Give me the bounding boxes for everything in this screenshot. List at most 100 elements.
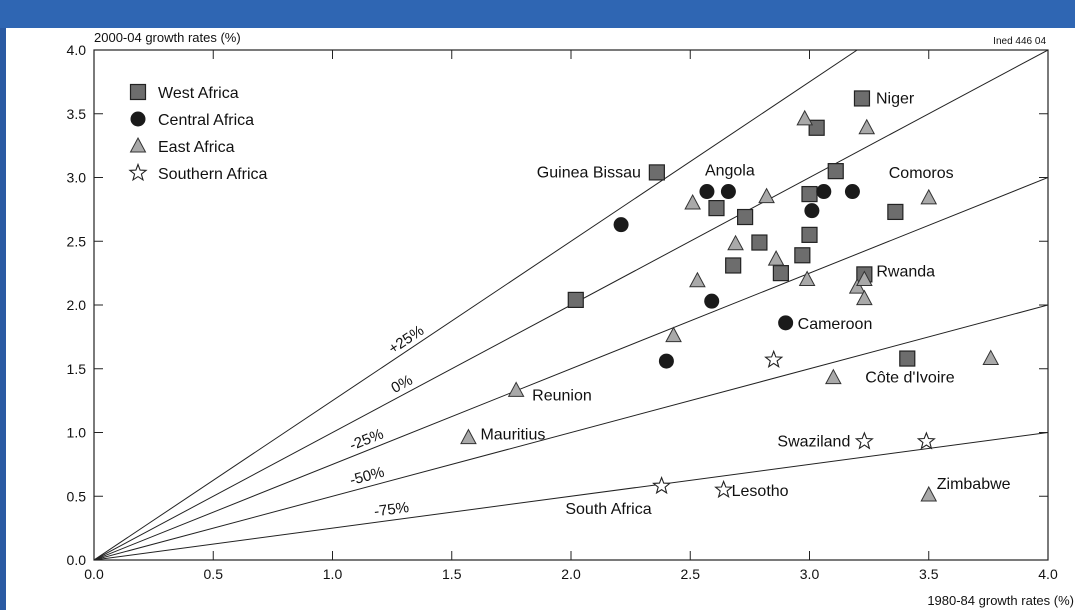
legend: West Africa Central Africa East Africa Sout… xyxy=(128,83,268,183)
y-tick-label: 3.5 xyxy=(67,106,87,122)
point-circle xyxy=(804,203,820,219)
y-tick-label: 1.0 xyxy=(67,425,87,441)
point-labels: Guinea Bissau Niger Rwanda Côte d'Ivoire Ang… xyxy=(480,90,1010,518)
legend-marker-star xyxy=(128,162,148,182)
point-label: Reunion xyxy=(532,387,592,404)
x-tick-label: 0.5 xyxy=(204,566,224,582)
point-triangle xyxy=(684,193,701,210)
point-label: Mauritius xyxy=(480,427,545,444)
reference-line-label: +25% xyxy=(385,322,427,358)
point-triangle xyxy=(796,109,814,126)
x-tick-label: 3.0 xyxy=(800,566,820,582)
y-tick-label: 1.5 xyxy=(67,361,87,377)
x-tick-label: 2.0 xyxy=(561,566,581,582)
point-square xyxy=(772,265,789,282)
point-label: Cameroon xyxy=(798,316,873,333)
y-tick-label: 4.0 xyxy=(67,42,87,58)
point-circle xyxy=(704,293,720,309)
point-star xyxy=(714,479,734,499)
point-label: Angola xyxy=(705,163,755,180)
x-tick-label: 1.5 xyxy=(442,566,462,582)
point-circle xyxy=(613,217,629,233)
point-triangle xyxy=(758,187,775,204)
reference-line-0 xyxy=(94,50,858,560)
point-triangle xyxy=(920,188,938,205)
point-star xyxy=(854,431,874,450)
point-triangle xyxy=(856,270,873,286)
legend-label: West Africa xyxy=(158,85,239,102)
data-points xyxy=(460,90,1000,502)
point-square xyxy=(801,226,818,243)
point-square xyxy=(887,203,904,221)
scatter-chart: +25% 0% -25% -50% -75% 0.0 0.5 1.0 1.5 2.0 2.5 3.0 3… xyxy=(67,30,1074,608)
x-tick-label: 0.0 xyxy=(84,566,104,582)
y-axis-label: 2000-04 growth rates (%) xyxy=(94,30,241,45)
legend-marker-triangle xyxy=(129,136,147,153)
slide-title-band xyxy=(0,0,1075,28)
point-triangle xyxy=(507,381,525,397)
point-label: Niger xyxy=(876,90,915,107)
point-triangle xyxy=(920,485,938,502)
reference-line-3 xyxy=(94,304,1048,560)
point-label: Swaziland xyxy=(777,433,850,450)
point-square xyxy=(725,257,742,274)
legend-label: East Africa xyxy=(158,139,235,156)
point-square xyxy=(794,247,811,264)
point-square xyxy=(808,119,825,136)
point-square xyxy=(853,90,871,107)
reference-line-label: -25% xyxy=(347,425,386,454)
point-triangle xyxy=(848,278,866,294)
source-note: Ined 446 04 xyxy=(993,36,1046,47)
legend-marker-square xyxy=(129,83,147,101)
point-square xyxy=(708,200,725,217)
x-tick-label: 3.5 xyxy=(919,566,939,582)
point-label: Zimbabwe xyxy=(937,476,1011,493)
legend-label: Central Africa xyxy=(158,112,254,129)
reference-line-2 xyxy=(94,177,1048,560)
x-axis-label: 1980-84 growth rates (%) xyxy=(927,593,1074,608)
reference-line-4 xyxy=(94,432,1048,560)
point-triangle xyxy=(460,428,477,445)
point-circle xyxy=(699,184,715,200)
point-square xyxy=(751,234,768,251)
point-star xyxy=(916,431,936,450)
point-triangle xyxy=(825,368,842,385)
y-tick-label: 2.0 xyxy=(67,297,87,313)
point-label: Côte d'Ivoire xyxy=(865,370,954,387)
x-tick-label: 2.5 xyxy=(681,566,701,582)
point-label: Rwanda xyxy=(876,263,935,280)
reference-line-label: -50% xyxy=(348,464,386,489)
point-square xyxy=(801,185,818,203)
point-square xyxy=(567,291,584,308)
point-square xyxy=(827,163,844,180)
point-star xyxy=(764,349,784,368)
plot-frame xyxy=(93,49,1049,561)
point-square xyxy=(648,164,665,181)
point-square xyxy=(899,350,916,367)
point-circle xyxy=(720,184,736,200)
y-tick-label: 0.0 xyxy=(67,552,87,568)
point-square xyxy=(737,208,754,226)
point-label: Comoros xyxy=(889,165,954,182)
point-triangle xyxy=(858,118,876,135)
point-triangle xyxy=(665,326,682,343)
axis-ticks: 0.0 0.5 1.0 1.5 2.0 2.5 3.0 3.5 4.0 0.0 0.5 1.0 1.5 2… xyxy=(67,42,1058,582)
point-star xyxy=(652,476,672,495)
reference-line-label: 0% xyxy=(388,372,415,397)
point-circle xyxy=(816,184,832,200)
y-tick-label: 3.0 xyxy=(67,170,87,186)
y-tick-label: 2.5 xyxy=(67,233,87,249)
reference-line-label: -75% xyxy=(373,499,410,520)
y-tick-label: 0.5 xyxy=(67,488,87,504)
legend-label: Southern Africa xyxy=(158,166,268,183)
point-triangle xyxy=(798,270,816,286)
x-tick-label: 1.0 xyxy=(323,566,343,582)
point-label: Guinea Bissau xyxy=(537,164,641,181)
point-circle xyxy=(844,184,860,200)
point-circle xyxy=(778,315,794,331)
point-triangle xyxy=(856,289,873,306)
reference-lines xyxy=(94,50,1048,560)
point-triangle xyxy=(689,271,706,288)
legend-marker-circle xyxy=(130,111,146,127)
figure-panel: +25% 0% -25% -50% -75% 0.0 0.5 1.0 1.5 2.0 2.5 3.0 3… xyxy=(6,28,1075,610)
